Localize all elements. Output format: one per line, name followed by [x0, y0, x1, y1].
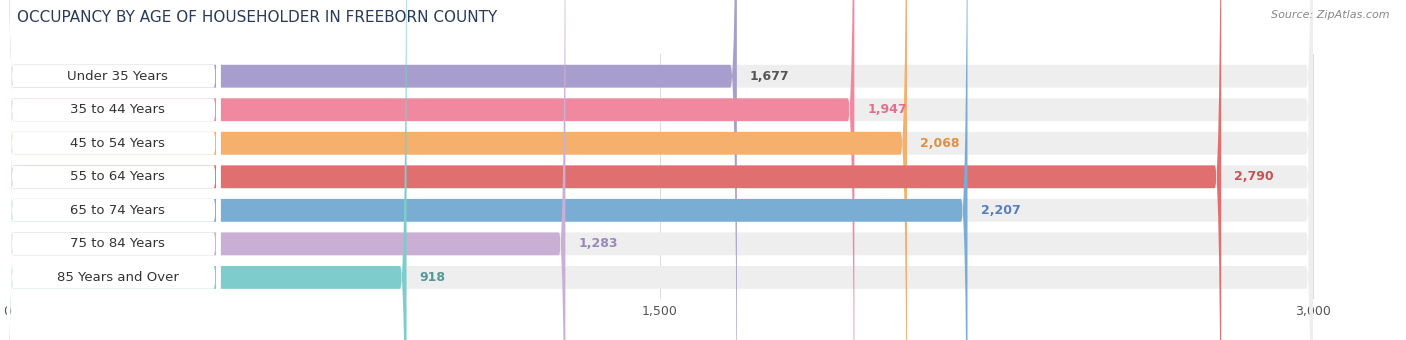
Text: 1,677: 1,677: [749, 70, 790, 83]
FancyBboxPatch shape: [7, 0, 565, 340]
FancyBboxPatch shape: [7, 0, 221, 340]
FancyBboxPatch shape: [7, 0, 221, 340]
Text: 1,283: 1,283: [578, 237, 617, 250]
FancyBboxPatch shape: [7, 0, 406, 340]
Text: 1,947: 1,947: [868, 103, 907, 116]
FancyBboxPatch shape: [7, 0, 1313, 340]
Text: 2,207: 2,207: [980, 204, 1021, 217]
FancyBboxPatch shape: [7, 0, 221, 340]
FancyBboxPatch shape: [7, 0, 1313, 340]
FancyBboxPatch shape: [7, 0, 1313, 340]
FancyBboxPatch shape: [7, 0, 221, 340]
Text: 65 to 74 Years: 65 to 74 Years: [70, 204, 166, 217]
Text: 2,790: 2,790: [1234, 170, 1274, 183]
Text: 2,068: 2,068: [920, 137, 959, 150]
Text: Source: ZipAtlas.com: Source: ZipAtlas.com: [1271, 10, 1389, 20]
FancyBboxPatch shape: [7, 0, 737, 340]
FancyBboxPatch shape: [7, 0, 1313, 340]
Text: 35 to 44 Years: 35 to 44 Years: [70, 103, 166, 116]
Text: 85 Years and Over: 85 Years and Over: [58, 271, 179, 284]
FancyBboxPatch shape: [7, 0, 221, 340]
Text: 75 to 84 Years: 75 to 84 Years: [70, 237, 166, 250]
FancyBboxPatch shape: [7, 0, 967, 340]
Text: 45 to 54 Years: 45 to 54 Years: [70, 137, 166, 150]
FancyBboxPatch shape: [7, 0, 1313, 340]
Text: Under 35 Years: Under 35 Years: [67, 70, 169, 83]
Text: 55 to 64 Years: 55 to 64 Years: [70, 170, 166, 183]
FancyBboxPatch shape: [7, 0, 221, 340]
FancyBboxPatch shape: [7, 0, 907, 340]
Text: OCCUPANCY BY AGE OF HOUSEHOLDER IN FREEBORN COUNTY: OCCUPANCY BY AGE OF HOUSEHOLDER IN FREEB…: [17, 10, 498, 25]
FancyBboxPatch shape: [7, 0, 1313, 340]
FancyBboxPatch shape: [7, 0, 855, 340]
FancyBboxPatch shape: [7, 0, 1222, 340]
Text: 918: 918: [419, 271, 446, 284]
FancyBboxPatch shape: [7, 0, 221, 340]
FancyBboxPatch shape: [7, 0, 1313, 340]
